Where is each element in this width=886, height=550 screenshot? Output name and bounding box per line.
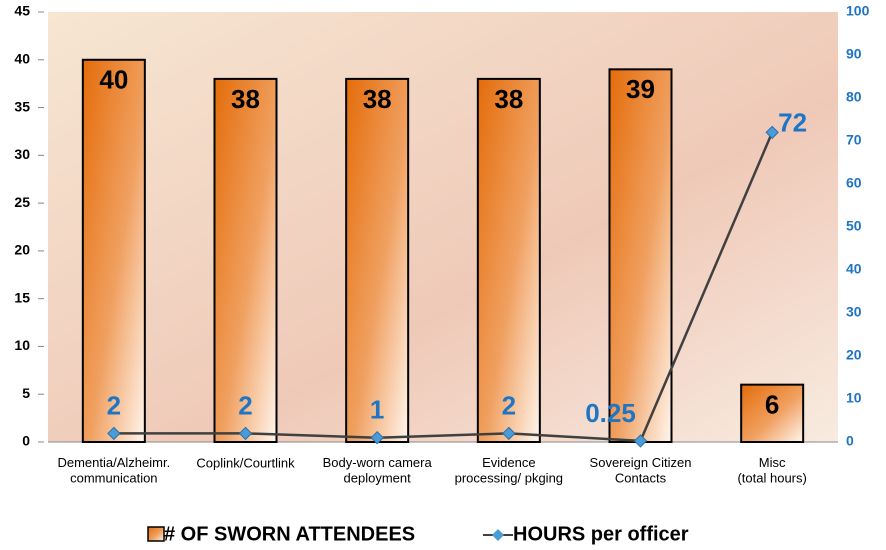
x-tick-label: Dementia/Alzheimr. communication: [57, 455, 170, 486]
x-tick-label: Misc (total hours): [737, 455, 806, 486]
y-tick-label: 0: [22, 433, 30, 449]
y-tick-label: 20: [14, 242, 30, 258]
bar: [213, 77, 278, 443]
legend-label: HOURS per officer: [513, 523, 689, 545]
bar: [81, 58, 146, 444]
line: [113, 131, 774, 443]
y2-tick-label: 90: [846, 46, 862, 62]
y2-tick-label: 40: [846, 261, 862, 277]
y-tick-label: 15: [14, 289, 30, 305]
plot-background: [48, 12, 838, 442]
line-marker: [238, 426, 253, 441]
bar-value-label: 38: [363, 84, 392, 114]
y2-tick-label: 100: [846, 3, 870, 19]
line-value-label: 2: [107, 390, 121, 420]
legend-label: # OF SWORN ATTENDEES: [164, 523, 415, 545]
x-tick-label: Body-worn camera deployment: [323, 455, 433, 486]
line-value-label: 72: [778, 107, 807, 137]
line-marker: [765, 125, 779, 140]
x-tick-label: Evidence processing/ pkging: [455, 455, 563, 486]
y-tick-label: 45: [14, 3, 30, 19]
y2-tick-label: 30: [846, 304, 862, 320]
y-tick-label: 10: [14, 337, 30, 353]
line-value-label: 2: [502, 390, 516, 420]
bar: [476, 77, 541, 443]
y2-tick-label: 20: [846, 347, 862, 363]
line-value-label: 0.25: [585, 398, 636, 428]
y2-tick-label: 10: [846, 390, 862, 406]
line-marker: [502, 426, 516, 441]
x-tick-label: Sovereign Citizen Contacts: [590, 455, 692, 486]
y2-tick-label: 60: [846, 175, 862, 191]
bar-value-label: 39: [626, 74, 655, 104]
bar-value-label: 6: [765, 390, 779, 420]
line-marker: [633, 434, 648, 448]
bar-value-label: 38: [494, 84, 523, 114]
bar: [740, 383, 805, 443]
line-value-label: 1: [370, 395, 384, 425]
y2-tick-label: 70: [846, 132, 862, 148]
line-value-label: 2: [238, 390, 252, 420]
y2-tick-label: 50: [846, 218, 862, 234]
y-tick-label: 5: [22, 385, 30, 401]
line-marker: [370, 430, 384, 445]
legend-swatch: [147, 526, 165, 542]
legend-marker: [492, 529, 504, 541]
line-marker: [107, 426, 121, 441]
y-tick-label: 40: [14, 50, 30, 66]
y2-tick-label: 80: [846, 89, 862, 105]
y-tick-label: 35: [14, 98, 30, 114]
bar: [345, 77, 410, 443]
bar-value-label: 38: [231, 84, 260, 114]
y-tick-label: 30: [14, 146, 30, 162]
y-tick-label: 25: [14, 194, 30, 210]
x-tick-label: Coplink/Courtlink: [196, 455, 295, 470]
bar: [608, 68, 673, 443]
bar-value-label: 40: [99, 65, 128, 95]
y2-tick-label: 0: [846, 433, 854, 449]
